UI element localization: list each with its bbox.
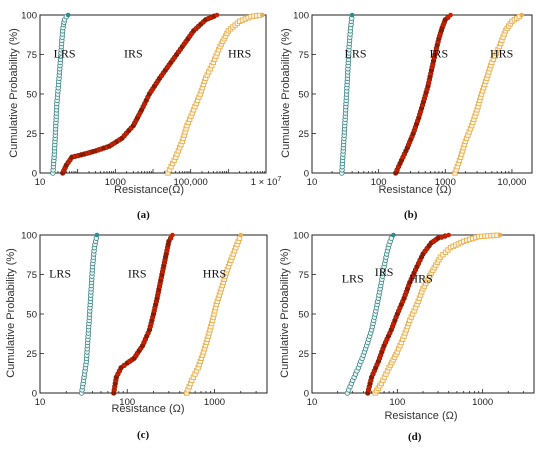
y-tick-label: 75: [298, 270, 309, 281]
series-label-hrs: HRS: [228, 47, 251, 61]
plot-c: 0 25 50 75 100 10 100 1000 LRS IRS HRS: [21, 231, 268, 408]
y-tick-label: 0: [32, 389, 37, 400]
y-tick-label: 25: [298, 349, 309, 360]
y-tick-label: 100: [293, 231, 309, 242]
x-tick-label: 10: [307, 177, 318, 188]
series-label-irs: IRS: [429, 47, 448, 61]
point-hrs: [260, 12, 265, 18]
x-tick-label: 1000: [435, 177, 456, 188]
x-tick-label: 10,000: [497, 177, 526, 188]
y-tick-label: 75: [26, 270, 37, 281]
series-label-hrs: HRS: [203, 267, 226, 281]
caption-d: (d): [408, 431, 422, 443]
y-tick-label: 75: [298, 50, 309, 61]
series-label-hrs: HRS: [490, 47, 513, 61]
y-tick-label: 100: [293, 11, 309, 22]
series-label-hrs: HRS: [409, 271, 432, 285]
y-tick-label: 75: [26, 50, 37, 61]
xlabel-b: Resistance (Ω): [378, 184, 451, 196]
x-tick-label: 1000: [204, 397, 225, 408]
series-label-irs: IRS: [128, 267, 147, 281]
x-tick-label: 10: [307, 397, 318, 408]
x-tick-label: 1000: [105, 177, 126, 188]
x-tick-label: 10: [35, 177, 46, 188]
point-irs: [170, 232, 175, 238]
y-tick-label: 0: [304, 169, 309, 180]
y-tick-label: 100: [21, 11, 37, 22]
series-label-lrs: LRS: [342, 271, 364, 285]
x-tick-label: 1 × 107: [251, 176, 282, 188]
caption-c: (c): [137, 429, 150, 441]
y-tick-label: 50: [298, 90, 309, 101]
ylabel-a: Cumulative Probability (%): [8, 28, 20, 158]
panel-b: 0 25 50 75 100 10 100 1000 10,000 LRS IRS HRS Resis…: [280, 11, 533, 221]
point-irs: [446, 232, 451, 238]
x-tick-label: 100: [389, 397, 405, 408]
x-tick-label: 1000: [472, 397, 493, 408]
y-tick-label: 50: [298, 310, 309, 321]
series-label-irs: IRS: [124, 47, 143, 61]
x-tick-label: 100: [119, 397, 135, 408]
x-tick-exponent: 7: [277, 176, 281, 183]
ylabel-c: Cumulative Probability (%): [5, 248, 17, 378]
point-hrs: [238, 232, 244, 238]
plot-b: 0 25 50 75 100 10 100 1000 10,000 LRS IRS HRS: [293, 11, 533, 188]
panel-d: 0 25 50 75 100 10 100 1000 LRS IRS HRS Resistance …: [279, 231, 535, 443]
series-label-lrs: LRS: [345, 47, 367, 61]
x-tick-label: 100,000: [173, 177, 207, 188]
y-tick-label: 100: [21, 231, 37, 242]
point-lrs: [391, 232, 396, 238]
caption-a: (a): [137, 209, 150, 221]
point-hrs: [497, 232, 503, 238]
panel-c: 0 25 50 75 100 10 100 1000 LRS IRS HRS Resistance …: [5, 231, 268, 441]
y-tick-label: 25: [26, 349, 37, 360]
ylabel-b: Cumulative Probability (%): [280, 28, 292, 158]
point-lrs: [65, 12, 71, 18]
point-lrs: [94, 232, 100, 238]
xlabel-c: Resistance (Ω): [111, 403, 184, 415]
point-lrs: [349, 12, 355, 18]
xlabel-d: Resistance (Ω): [384, 410, 457, 422]
plot-d: 0 25 50 75 100 10 100 1000 LRS IRS HRS: [293, 231, 535, 408]
series-label-lrs: LRS: [49, 267, 71, 281]
y-tick-label: 0: [304, 389, 309, 400]
ylabel-d: Cumulative Probability (%): [279, 248, 291, 378]
y-tick-label: 50: [26, 90, 37, 101]
series-line-irs: [62, 14, 218, 174]
y-tick-label: 0: [32, 169, 37, 180]
y-tick-label: 50: [26, 310, 37, 321]
x-tick-label: 100: [371, 177, 387, 188]
y-tick-label: 25: [26, 129, 37, 140]
point-hrs: [519, 12, 524, 18]
xlabel-a: Resistance(Ω): [114, 184, 184, 196]
plot-frame: [39, 14, 267, 174]
point-irs: [448, 12, 453, 18]
caption-b: (b): [404, 209, 418, 221]
series-label-irs: IRS: [375, 265, 394, 279]
plot-a: 0 25 50 75 100 10 1000 100,000 1 × 107 LRS IRS HRS: [21, 11, 281, 189]
x-tick-label: 10: [35, 397, 46, 408]
point-irs: [214, 12, 220, 18]
y-tick-label: 25: [298, 129, 309, 140]
series-label-lrs: LRS: [54, 47, 76, 61]
